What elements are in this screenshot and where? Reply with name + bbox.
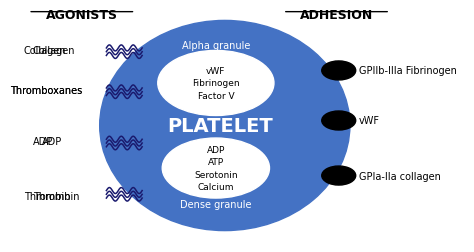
Text: Thromboxanes: Thromboxanes — [10, 86, 82, 96]
Circle shape — [158, 51, 274, 116]
Text: vWF
Fibrinogen
Factor V: vWF Fibrinogen Factor V — [192, 67, 240, 101]
Text: Collagen: Collagen — [24, 46, 66, 56]
Text: GPIa-IIa collagen: GPIa-IIa collagen — [359, 171, 441, 181]
Text: ADP: ADP — [42, 136, 62, 146]
Text: Thromboxanes: Thromboxanes — [10, 86, 82, 96]
Text: AGONISTS: AGONISTS — [46, 9, 118, 22]
Circle shape — [322, 62, 356, 81]
Text: vWF: vWF — [359, 116, 380, 126]
Text: PLATELET: PLATELET — [167, 116, 273, 136]
Circle shape — [162, 138, 270, 198]
Text: ADP
ATP
Serotonin
Calcium: ADP ATP Serotonin Calcium — [194, 145, 237, 192]
Circle shape — [322, 166, 356, 185]
Text: Thrombin: Thrombin — [24, 191, 70, 201]
Text: Alpha granule: Alpha granule — [182, 41, 250, 51]
Text: ADHESION: ADHESION — [300, 9, 373, 22]
Text: Collagen: Collagen — [33, 46, 75, 56]
Text: ADP: ADP — [33, 136, 53, 146]
Text: Thrombin: Thrombin — [33, 191, 79, 201]
Circle shape — [322, 112, 356, 131]
Text: Dense granule: Dense granule — [180, 200, 252, 209]
Ellipse shape — [100, 21, 350, 231]
Text: GPIIb-IIIa Fibrinogen: GPIIb-IIIa Fibrinogen — [359, 66, 457, 76]
